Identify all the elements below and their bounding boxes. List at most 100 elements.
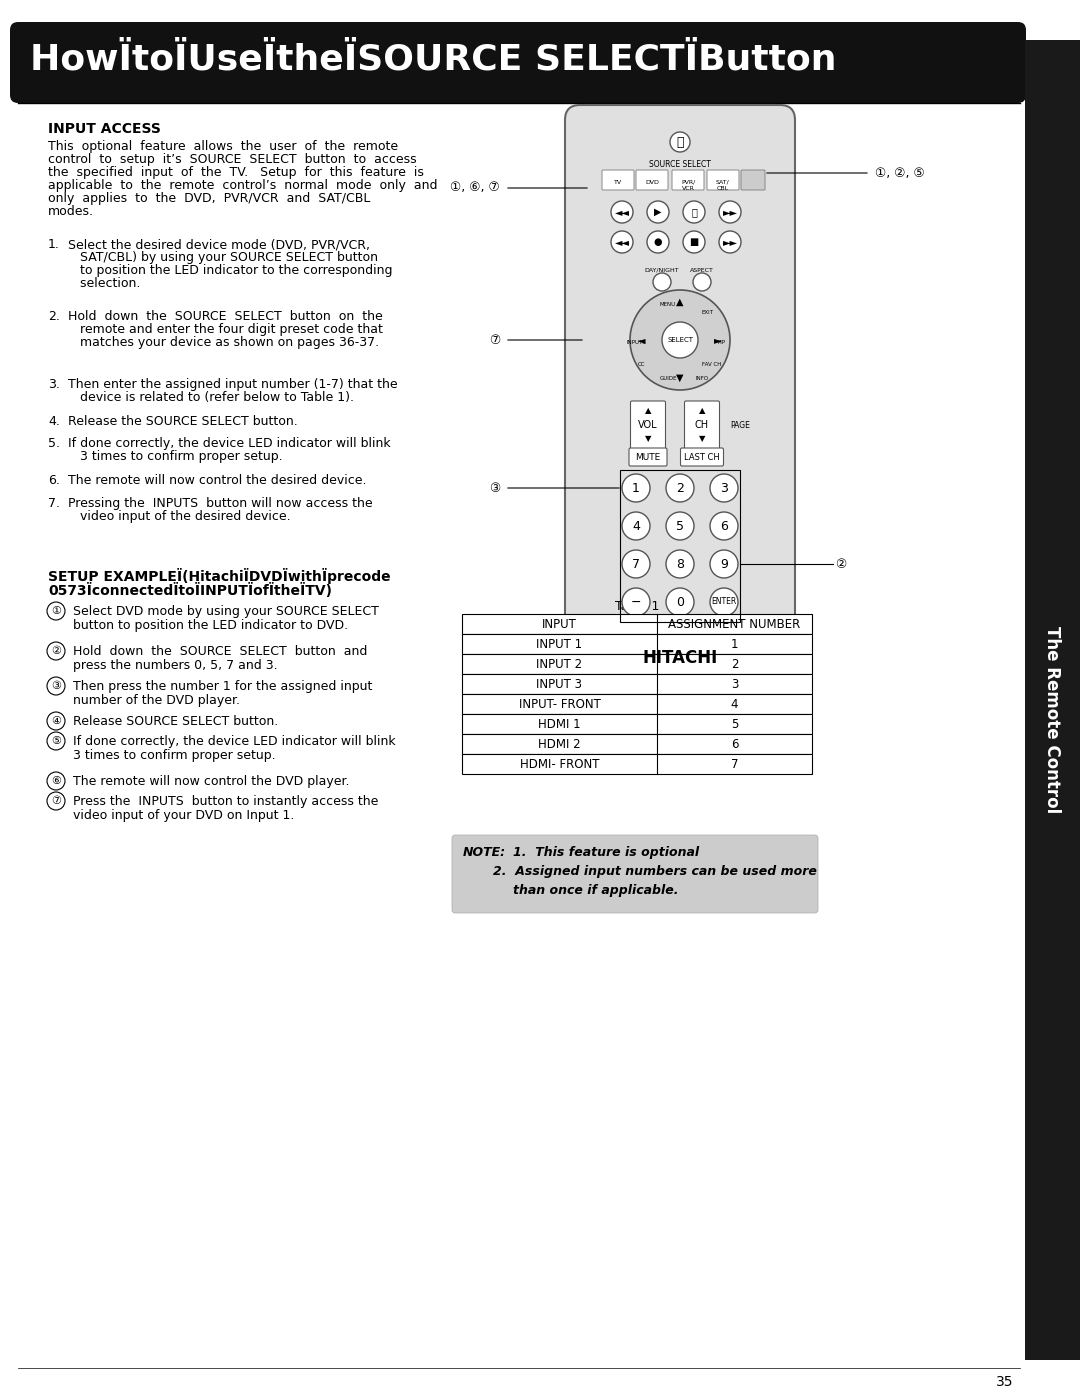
- Text: ①: ①: [51, 606, 60, 616]
- Circle shape: [719, 201, 741, 224]
- FancyBboxPatch shape: [672, 170, 704, 190]
- Text: ▲: ▲: [676, 298, 684, 307]
- Text: Release SOURCE SELECT button.: Release SOURCE SELECT button.: [73, 715, 279, 728]
- Text: press the numbers 0, 5, 7 and 3.: press the numbers 0, 5, 7 and 3.: [73, 659, 278, 672]
- Text: matches your device as shown on pages 36-37.: matches your device as shown on pages 36…: [68, 337, 379, 349]
- Text: 3.: 3.: [48, 379, 59, 391]
- Text: CH: CH: [694, 420, 710, 430]
- Text: Table 1: Table 1: [615, 599, 659, 613]
- Text: 7: 7: [731, 757, 739, 771]
- Text: ◄◄: ◄◄: [615, 207, 630, 217]
- Text: 3 times to confirm proper setup.: 3 times to confirm proper setup.: [73, 749, 275, 761]
- Text: Select the desired device mode (DVD, PVR/VCR,: Select the desired device mode (DVD, PVR…: [68, 237, 370, 251]
- Circle shape: [683, 201, 705, 224]
- Bar: [462, 654, 812, 673]
- Circle shape: [710, 474, 738, 502]
- Text: 5: 5: [731, 718, 739, 731]
- Text: applicable  to  the  remote  control’s  normal  mode  only  and: applicable to the remote control’s norma…: [48, 179, 437, 191]
- Text: 2.: 2.: [48, 310, 59, 323]
- Text: ②: ②: [835, 557, 847, 570]
- Text: control  to  setup  it’s  SOURCE  SELECT  button  to  access: control to setup it’s SOURCE SELECT butt…: [48, 154, 417, 166]
- Text: 0: 0: [676, 595, 684, 609]
- Text: ⑤: ⑤: [51, 736, 60, 746]
- Circle shape: [693, 272, 711, 291]
- Text: HDMI 1: HDMI 1: [538, 718, 581, 731]
- Text: ⑥: ⑥: [51, 775, 60, 787]
- FancyBboxPatch shape: [741, 170, 765, 190]
- Circle shape: [662, 321, 698, 358]
- Text: ▼: ▼: [699, 434, 705, 443]
- Text: 6: 6: [720, 520, 728, 532]
- Bar: [462, 615, 812, 634]
- Text: The remote will now control the desired device.: The remote will now control the desired …: [68, 474, 366, 488]
- Text: ENTER: ENTER: [712, 598, 737, 606]
- Text: ASSIGNMENT NUMBER: ASSIGNMENT NUMBER: [669, 617, 800, 630]
- Bar: [462, 634, 812, 654]
- Text: INPUT- FRONT: INPUT- FRONT: [518, 697, 600, 711]
- Text: 35: 35: [996, 1375, 1014, 1389]
- FancyBboxPatch shape: [453, 835, 818, 914]
- Text: 4: 4: [731, 697, 739, 711]
- Circle shape: [647, 231, 669, 253]
- Circle shape: [48, 732, 65, 750]
- Circle shape: [710, 588, 738, 616]
- Text: ▲: ▲: [645, 407, 651, 415]
- Text: INPUT 3: INPUT 3: [537, 678, 582, 690]
- Text: INPUTS: INPUTS: [626, 339, 646, 345]
- Text: selection.: selection.: [68, 277, 140, 291]
- Text: ▶: ▶: [654, 207, 662, 217]
- Text: ►►: ►►: [723, 207, 738, 217]
- Text: HITACHI: HITACHI: [643, 650, 717, 666]
- Text: the  specified  input  of  the  TV.   Setup  for  this  feature  is: the specified input of the TV. Setup for…: [48, 166, 423, 179]
- Text: SOURCE SELECT: SOURCE SELECT: [649, 161, 711, 169]
- Text: SETUP EXAMPLEÏ(HitachiÏDVDÏwithÏprecode: SETUP EXAMPLEÏ(HitachiÏDVDÏwithÏprecode: [48, 569, 391, 584]
- Circle shape: [710, 511, 738, 541]
- Text: INFO: INFO: [696, 376, 708, 380]
- Text: remote and enter the four digit preset code that: remote and enter the four digit preset c…: [68, 323, 383, 337]
- Circle shape: [48, 643, 65, 659]
- Text: If done correctly, the device LED indicator will blink: If done correctly, the device LED indica…: [73, 735, 395, 747]
- Text: ③: ③: [51, 680, 60, 692]
- Text: PVR/
VCR: PVR/ VCR: [680, 180, 696, 191]
- Text: 6.: 6.: [48, 474, 59, 488]
- Text: 0573ÏconnectedÏtoÏINPUTÏofÏtheÏTV): 0573ÏconnectedÏtoÏINPUTÏofÏtheÏTV): [48, 583, 332, 598]
- Text: 5.: 5.: [48, 437, 60, 450]
- Text: Press the  INPUTS  button to instantly access the: Press the INPUTS button to instantly acc…: [73, 795, 378, 807]
- Text: 2: 2: [731, 658, 739, 671]
- FancyBboxPatch shape: [636, 170, 669, 190]
- Text: SAT/
CBL: SAT/ CBL: [716, 180, 730, 191]
- Text: 3: 3: [720, 482, 728, 495]
- Text: PIP: PIP: [718, 339, 726, 345]
- Text: CC: CC: [638, 362, 646, 367]
- Text: 1: 1: [632, 482, 640, 495]
- Text: ►: ►: [714, 335, 721, 345]
- Text: 4: 4: [632, 520, 640, 532]
- Text: SELECT: SELECT: [667, 337, 693, 344]
- Text: 4.: 4.: [48, 415, 59, 427]
- Text: 1.: 1.: [48, 237, 59, 251]
- Text: ASPECT: ASPECT: [690, 268, 714, 272]
- Circle shape: [48, 792, 65, 810]
- Text: MUTE: MUTE: [635, 453, 661, 461]
- Text: HDMI- FRONT: HDMI- FRONT: [519, 757, 599, 771]
- Circle shape: [666, 511, 694, 541]
- Bar: [1025, 41, 1080, 1361]
- Text: ■: ■: [689, 237, 699, 247]
- Text: Then enter the assigned input number (1-7) that the: Then enter the assigned input number (1-…: [68, 379, 397, 391]
- FancyBboxPatch shape: [707, 170, 739, 190]
- Text: ④: ④: [51, 717, 60, 726]
- Text: The remote will now control the DVD player.: The remote will now control the DVD play…: [73, 775, 350, 788]
- Circle shape: [611, 231, 633, 253]
- Text: to position the LED indicator to the corresponding: to position the LED indicator to the cor…: [68, 264, 392, 277]
- FancyBboxPatch shape: [680, 448, 724, 467]
- Bar: [462, 733, 812, 754]
- Circle shape: [48, 773, 65, 789]
- Text: ●: ●: [653, 237, 662, 247]
- Circle shape: [622, 588, 650, 616]
- Text: This  optional  feature  allows  the  user  of  the  remote: This optional feature allows the user of…: [48, 140, 399, 154]
- FancyBboxPatch shape: [631, 401, 665, 448]
- Text: Release the SOURCE SELECT button.: Release the SOURCE SELECT button.: [68, 415, 298, 427]
- Circle shape: [719, 231, 741, 253]
- Circle shape: [647, 201, 669, 224]
- Text: video input of your DVD on Input 1.: video input of your DVD on Input 1.: [73, 809, 295, 821]
